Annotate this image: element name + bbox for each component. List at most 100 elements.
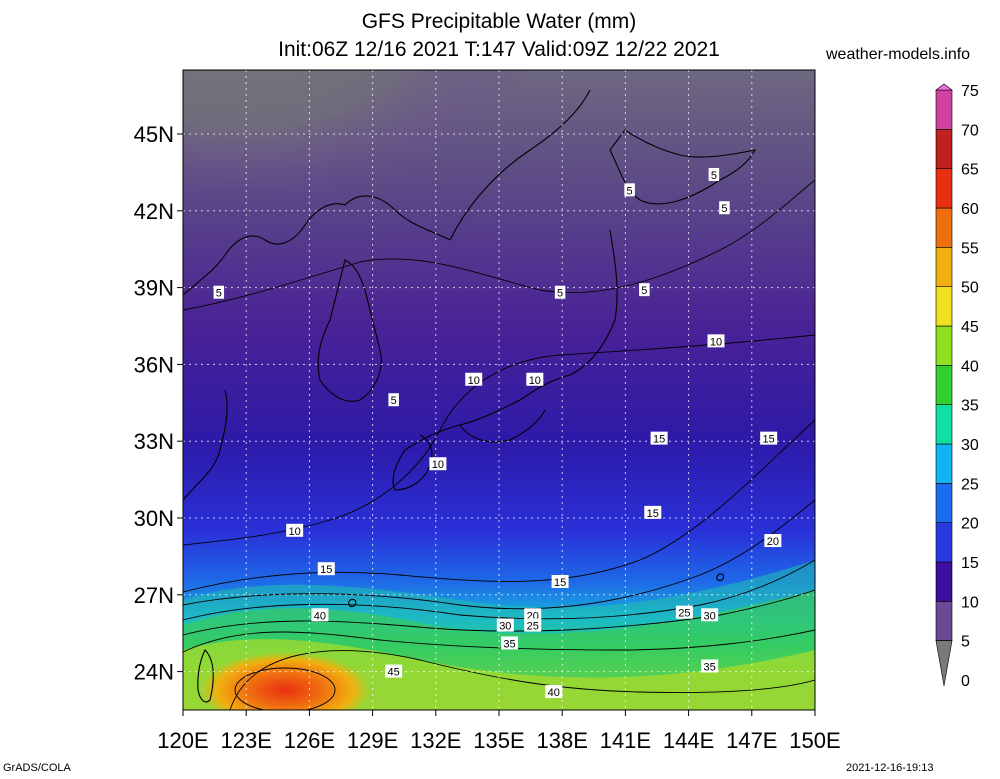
colorbar-swatch xyxy=(935,601,953,641)
contour-label: 25 xyxy=(675,605,693,620)
contour-label: 20 xyxy=(764,534,782,548)
colorbar-swatch xyxy=(935,247,953,287)
contour-label: 5 xyxy=(213,285,225,300)
contour-label: 30 xyxy=(496,618,514,633)
colorbar-swatch xyxy=(935,443,953,484)
svg-text:5: 5 xyxy=(216,288,222,300)
contour-label: 5 xyxy=(719,201,730,215)
contour-label: 45 xyxy=(385,664,403,679)
y-tick-label: 42N xyxy=(134,199,174,224)
svg-text:5: 5 xyxy=(641,285,647,297)
colorbar: 0 5 10 15 20 25 30 35 40 45 50 55 60 65 70 75 xyxy=(935,83,979,690)
svg-text:5: 5 xyxy=(557,288,563,300)
x-tick-label: 135E xyxy=(473,728,524,753)
contour-label: 5 xyxy=(639,283,650,297)
moisture-max xyxy=(200,652,370,710)
colorbar-swatch xyxy=(935,365,953,405)
colorbar-label: 0 xyxy=(961,673,970,690)
dry-air-region xyxy=(183,70,550,260)
x-tick-label: 123E xyxy=(221,728,272,753)
svg-text:35: 35 xyxy=(503,638,515,650)
colorbar-label: 45 xyxy=(961,319,979,336)
chart-title: GFS Precipitable Water (mm) xyxy=(361,10,637,33)
svg-text:15: 15 xyxy=(647,508,659,520)
contour-label: 5 xyxy=(388,393,399,407)
y-tick-label: 33N xyxy=(134,429,174,454)
contour-label: 10 xyxy=(707,334,725,348)
x-tick-label: 141E xyxy=(600,728,651,753)
colorbar-swatch xyxy=(935,207,953,248)
colorbar-label: 30 xyxy=(961,437,979,454)
y-tick-label: 45N xyxy=(134,122,174,147)
colorbar-swatch xyxy=(935,561,953,602)
colorbar-label: 5 xyxy=(961,634,970,651)
colorbar-swatch xyxy=(935,483,953,523)
svg-text:25: 25 xyxy=(527,621,539,633)
colorbar-swatch xyxy=(935,89,953,130)
svg-text:40: 40 xyxy=(314,610,326,622)
y-tick-label: 36N xyxy=(134,352,174,377)
colorbar-swatch xyxy=(935,129,953,169)
y-tick-label: 27N xyxy=(134,583,174,608)
colorbar-swatch xyxy=(935,325,953,366)
colorbar-label: 40 xyxy=(961,358,979,375)
contour-label: 10 xyxy=(526,372,544,387)
contour-label: 5 xyxy=(624,183,635,197)
x-axis: 120E 123E 126E 129E 132E 135E 138E 141E 144E 147E… xyxy=(157,710,841,753)
contour-label: 35 xyxy=(501,636,519,650)
contour-label: 40 xyxy=(311,608,329,622)
svg-text:40: 40 xyxy=(548,687,560,699)
contour-label: 5 xyxy=(554,285,566,300)
colorbar-swatch xyxy=(935,404,953,445)
contour-label: 5 xyxy=(708,167,720,182)
svg-text:10: 10 xyxy=(529,375,541,387)
svg-text:5: 5 xyxy=(391,395,397,407)
x-tick-label: 144E xyxy=(663,728,714,753)
svg-text:5: 5 xyxy=(721,203,727,215)
colorbar-high-arrow xyxy=(935,83,953,91)
y-tick-label: 39N xyxy=(134,276,174,301)
colorbar-label: 25 xyxy=(961,476,979,493)
colorbar-label: 75 xyxy=(961,83,979,100)
svg-text:15: 15 xyxy=(320,564,332,576)
contour-label: 15 xyxy=(551,575,569,589)
colorbar-swatch xyxy=(935,286,953,327)
render-timestamp: 2021-12-16-19:13 xyxy=(846,762,934,774)
x-tick-label: 138E xyxy=(537,728,588,753)
colorbar-label: 35 xyxy=(961,398,979,415)
svg-text:15: 15 xyxy=(763,434,775,446)
svg-text:5: 5 xyxy=(711,170,717,182)
contour-label: 10 xyxy=(429,457,447,471)
contour-label: 10 xyxy=(286,523,304,538)
svg-text:15: 15 xyxy=(653,434,665,446)
svg-text:10: 10 xyxy=(432,459,444,471)
colorbar-label: 65 xyxy=(961,162,979,179)
svg-text:10: 10 xyxy=(289,526,301,538)
software-credit: GrADS/COLA xyxy=(3,762,71,774)
colorbar-label: 60 xyxy=(961,201,979,218)
contour-label: 15 xyxy=(650,431,668,446)
colorbar-label: 70 xyxy=(961,122,979,139)
y-tick-label: 30N xyxy=(134,506,174,531)
contour-label: 30 xyxy=(701,608,719,622)
colorbar-low-arrow xyxy=(935,640,953,687)
x-tick-label: 150E xyxy=(789,728,840,753)
contour-label: 15 xyxy=(317,562,335,576)
colorbar-label: 55 xyxy=(961,240,979,257)
contour-label: 25 xyxy=(524,618,542,633)
x-tick-label: 132E xyxy=(410,728,461,753)
x-tick-label: 129E xyxy=(347,728,398,753)
svg-text:10: 10 xyxy=(468,375,480,387)
svg-text:30: 30 xyxy=(704,610,716,622)
coastlines xyxy=(183,89,756,703)
contour-label: 40 xyxy=(545,685,563,699)
y-tick-label: 24N xyxy=(134,660,174,685)
y-axis: 24N 27N 30N 33N 36N 39N 42N 45N xyxy=(134,122,183,685)
colorbar-swatch xyxy=(935,168,953,209)
colorbar-label: 20 xyxy=(961,516,979,533)
contour-label: 10 xyxy=(465,372,483,387)
site-label: weather-models.info xyxy=(826,46,971,63)
svg-text:10: 10 xyxy=(710,336,722,348)
